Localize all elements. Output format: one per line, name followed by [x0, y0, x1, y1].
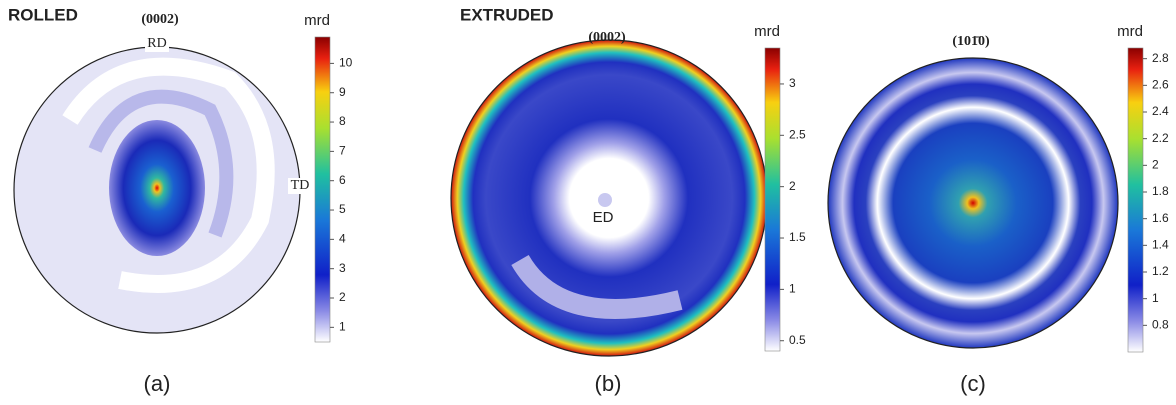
- colorbar-tick-label: 2.4: [1152, 104, 1169, 118]
- colorbar-tick-label: 2: [1152, 158, 1159, 172]
- colorbar-tick-label: 2: [339, 290, 346, 304]
- colorbar: [314, 36, 331, 343]
- colorbar-tick-label: 2.8: [1152, 51, 1169, 65]
- direction-label: TD: [291, 178, 310, 193]
- contour: [511, 254, 683, 319]
- plane-label: (101̄0): [952, 34, 990, 49]
- colorbar-tick-label: 9: [339, 85, 346, 99]
- section-title: ROLLED: [8, 5, 78, 24]
- colorbar-tick-label: 1: [1152, 291, 1159, 305]
- colorbar-tick-label: 1.6: [1152, 211, 1169, 225]
- colorbar-tick-label: 1.8: [1152, 184, 1169, 198]
- colorbar-tick-label: 2.6: [1152, 78, 1169, 92]
- colorbar-tick-label: 8: [339, 114, 346, 128]
- colorbar-tick-label: 5: [339, 202, 346, 216]
- pole-figure: [827, 57, 1119, 349]
- colorbar-tick-label: 1: [339, 320, 346, 334]
- plane-label: (0002): [141, 12, 179, 27]
- colorbar-tick-label: 2.2: [1152, 131, 1169, 145]
- colorbar-tick-label: 3: [339, 261, 346, 275]
- colorbar-title: mrd: [754, 23, 780, 40]
- colorbar-tick-label: 1: [789, 282, 796, 296]
- colorbar-tick-label: 1.4: [1152, 238, 1169, 252]
- colorbar-tick-label: 4: [339, 232, 346, 246]
- label-bg: [288, 178, 312, 194]
- direction-label: RD: [147, 36, 166, 51]
- section-title: EXTRUDED: [460, 5, 554, 24]
- caption: (a): [144, 371, 171, 396]
- direction-label: ED: [593, 209, 614, 226]
- contour: [88, 89, 234, 238]
- label-bg: [145, 36, 169, 52]
- center-dot: [598, 193, 612, 207]
- pole-peak: [109, 120, 205, 256]
- colorbar: [764, 47, 781, 352]
- colorbar-tick-label: 10: [339, 56, 353, 70]
- contour: [62, 57, 275, 293]
- colorbar-tick-label: 2.5: [789, 127, 806, 141]
- colorbar-title: mrd: [304, 12, 330, 29]
- colorbar-tick-label: 7: [339, 144, 346, 158]
- colorbar: [1127, 47, 1144, 353]
- plane-label: (0002): [588, 30, 626, 45]
- caption: (c): [960, 371, 986, 396]
- caption: (b): [595, 371, 622, 396]
- colorbar-tick-label: 3: [789, 76, 796, 90]
- colorbar-tick-label: 0.5: [789, 333, 806, 347]
- colorbar-tick-label: 1.5: [789, 230, 806, 244]
- colorbar-tick-label: 0.8: [1152, 318, 1169, 332]
- colorbar-tick-label: 6: [339, 173, 346, 187]
- colorbar-tick-label: 2: [789, 179, 796, 193]
- colorbar-tick-label: 1.2: [1152, 264, 1169, 278]
- colorbar-title: mrd: [1117, 23, 1143, 40]
